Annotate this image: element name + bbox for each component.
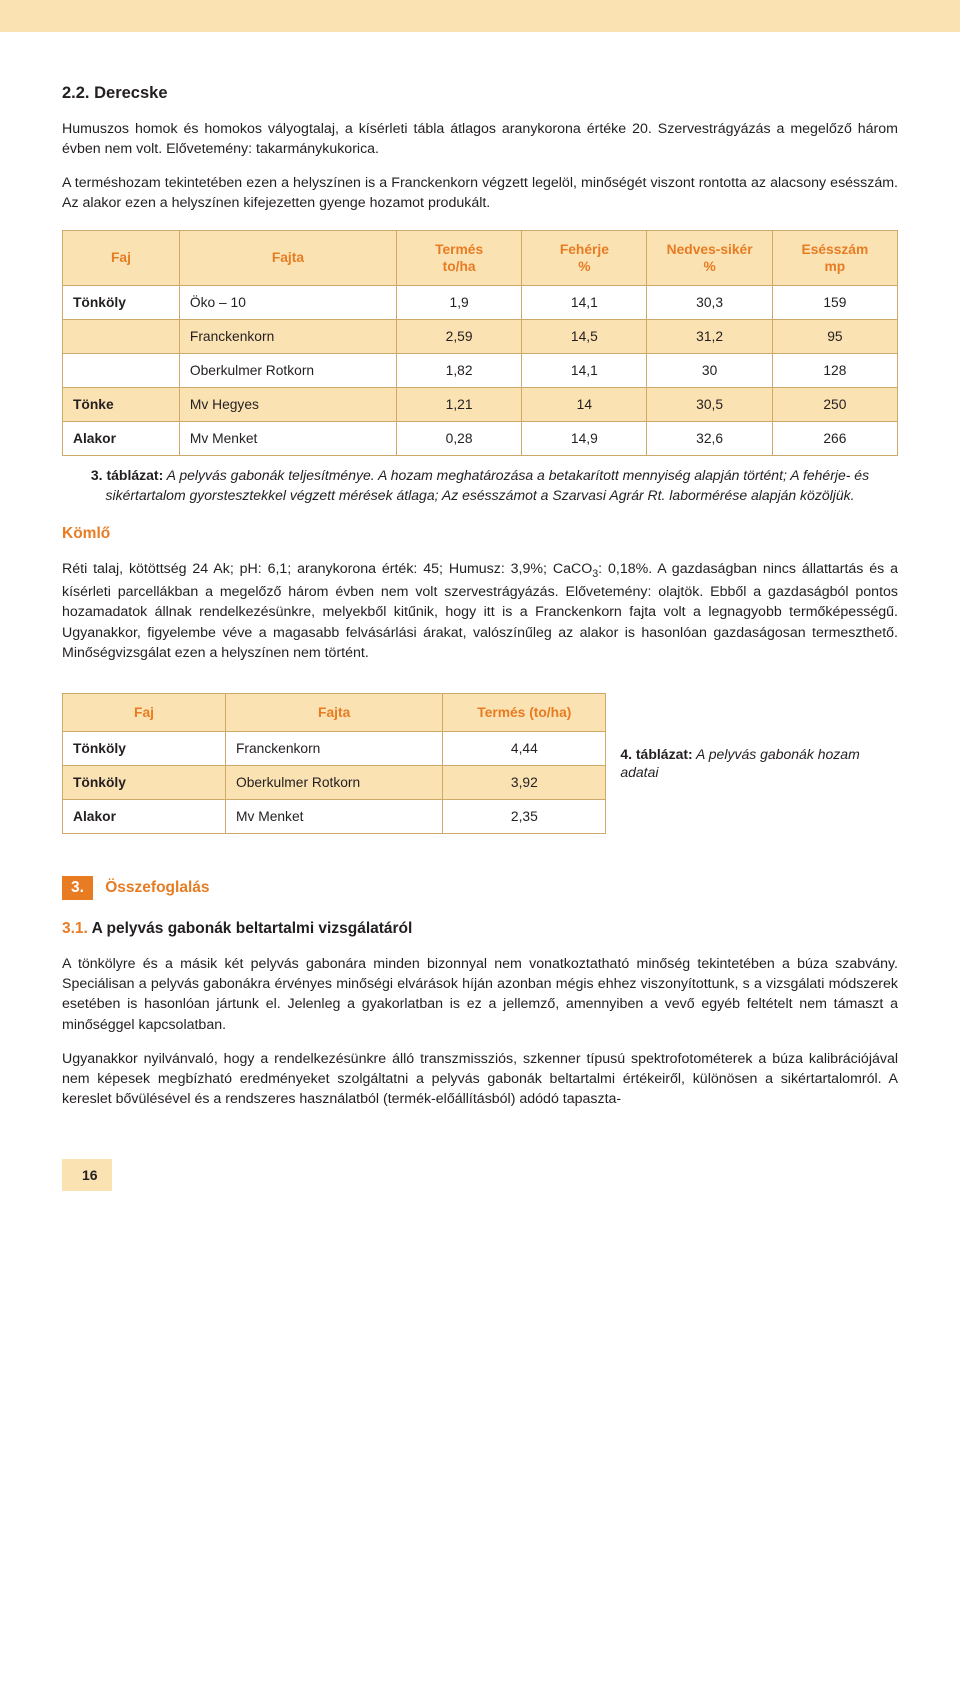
table-cell: Oberkulmer Rotkorn [179, 354, 396, 388]
table-header: Faj [63, 693, 226, 731]
table-cell: 14,9 [522, 422, 647, 456]
caption1-text: A pelyvás gabonák teljesítménye. A hozam… [105, 467, 869, 503]
table2-caption: 4. táblázat: A pelyvás gabonák hozam ada… [606, 745, 898, 783]
table-cell: 14,1 [522, 354, 647, 388]
table-cell [63, 320, 180, 354]
chapter-number-box: 3. [62, 876, 93, 900]
table-cell [63, 354, 180, 388]
table-header: Fehérje% [522, 230, 647, 285]
table-cell: Tönköly [63, 766, 226, 800]
table-komlo: FajFajtaTermés (to/ha)TönkölyFranckenkor… [62, 693, 606, 834]
table-cell: 3,92 [443, 766, 606, 800]
table-cell: 159 [772, 286, 897, 320]
table-cell: Alakor [63, 800, 226, 834]
table-header: Fajta [179, 230, 396, 285]
paragraph-5: Ugyanakkor nyilvánvaló, hogy a rendelkez… [62, 1049, 898, 1109]
chapter-heading: 3. Összefoglalás [62, 876, 898, 900]
table-header: Nedves-sikér% [647, 230, 772, 285]
section-title: 2.2. Derecske [62, 84, 898, 103]
table-cell: 95 [772, 320, 897, 354]
table-cell: 4,44 [443, 732, 606, 766]
table-cell: 128 [772, 354, 897, 388]
table-cell: Tönköly [63, 732, 226, 766]
chapter-title: Összefoglalás [105, 879, 209, 896]
subsection-number: 3.1. [62, 920, 88, 937]
table-cell: Mv Menket [225, 800, 442, 834]
table-header: Esésszámmp [772, 230, 897, 285]
table-cell: 30,3 [647, 286, 772, 320]
caption2-bold: 4. táblázat: [620, 746, 692, 762]
table-cell: Franckenkorn [225, 732, 442, 766]
table-cell: 30 [647, 354, 772, 388]
table-cell: 1,9 [396, 286, 521, 320]
table-header: Faj [63, 230, 180, 285]
table-cell: Tönköly [63, 286, 180, 320]
table-cell: Franckenkorn [179, 320, 396, 354]
subsection-title: A pelyvás gabonák beltartalmi vizsgálatá… [88, 920, 412, 937]
table-cell: 1,82 [396, 354, 521, 388]
table-cell: 32,6 [647, 422, 772, 456]
table-cell: Oberkulmer Rotkorn [225, 766, 442, 800]
subsection-heading: 3.1. A pelyvás gabonák beltartalmi vizsg… [62, 920, 898, 938]
table-cell: 14,1 [522, 286, 647, 320]
table-cell: 2,35 [443, 800, 606, 834]
table-row: AlakorMv Menket0,2814,932,6266 [63, 422, 898, 456]
table-cell: Öko – 10 [179, 286, 396, 320]
table-cell: 31,2 [647, 320, 772, 354]
page-number: 16 [62, 1159, 112, 1191]
table-row: TönkeMv Hegyes1,211430,5250 [63, 388, 898, 422]
table-cell: 266 [772, 422, 897, 456]
paragraph-4: A tönkölyre és a másik két pelyvás gabon… [62, 954, 898, 1035]
table-header: Termésto/ha [396, 230, 521, 285]
table-header: Termés (to/ha) [443, 693, 606, 731]
paragraph-2: A terméshozam tekintetében ezen a helysz… [62, 173, 898, 213]
top-accent-bar [0, 0, 960, 32]
table-cell: 250 [772, 388, 897, 422]
table-row: Franckenkorn2,5914,531,295 [63, 320, 898, 354]
table-cell: Mv Menket [179, 422, 396, 456]
table-row: TönkölyFranckenkorn4,44 [63, 732, 606, 766]
table-cell: Mv Hegyes [179, 388, 396, 422]
page-content: 2.2. Derecske Humuszos homok és homokos … [0, 32, 960, 1231]
table2-row: FajFajtaTermés (to/ha)TönkölyFranckenkor… [62, 677, 898, 850]
table-cell: Alakor [63, 422, 180, 456]
table1-caption: 3. táblázat: A pelyvás gabonák teljesítm… [62, 466, 898, 505]
paragraph-3: Réti talaj, kötöttség 24 Ak; pH: 6,1; ar… [62, 559, 898, 663]
table-header: Fajta [225, 693, 442, 731]
paragraph-1: Humuszos homok és homokos vályogtalaj, a… [62, 119, 898, 159]
table-cell: 0,28 [396, 422, 521, 456]
table-row: AlakorMv Menket2,35 [63, 800, 606, 834]
table-cell: 1,21 [396, 388, 521, 422]
table-cell: 14 [522, 388, 647, 422]
subheading-komlo: Kömlő [62, 525, 898, 543]
table-cell: 14,5 [522, 320, 647, 354]
caption1-bold: 3. táblázat: [91, 467, 163, 483]
table-derecske: FajFajtaTermésto/haFehérje%Nedves-sikér%… [62, 230, 898, 456]
table-cell: Tönke [63, 388, 180, 422]
table-cell: 30,5 [647, 388, 772, 422]
table-row: TönkölyÖko – 101,914,130,3159 [63, 286, 898, 320]
table-row: Oberkulmer Rotkorn1,8214,130128 [63, 354, 898, 388]
table-cell: 2,59 [396, 320, 521, 354]
table-row: TönkölyOberkulmer Rotkorn3,92 [63, 766, 606, 800]
